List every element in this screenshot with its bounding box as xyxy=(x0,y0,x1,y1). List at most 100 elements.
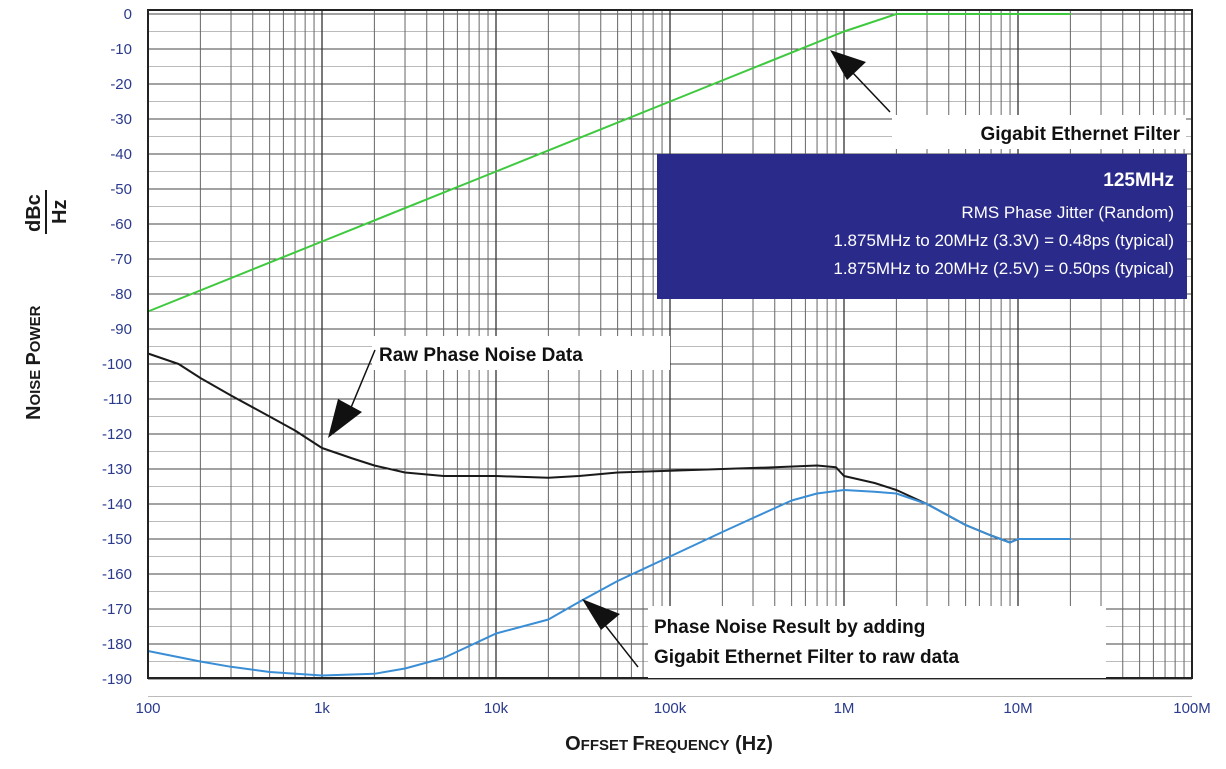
series-result-point xyxy=(495,632,497,635)
annotation-raw-box xyxy=(372,336,670,370)
series-result-point xyxy=(926,503,928,505)
series-result-point xyxy=(752,517,754,519)
series-result-point xyxy=(790,499,793,502)
y-tick-label: -160 xyxy=(102,566,132,583)
series-result-point xyxy=(547,618,550,621)
series-filter-point xyxy=(495,170,497,173)
series-result-point xyxy=(373,673,376,675)
y-tick-label: -90 xyxy=(110,321,132,338)
series-filter-point xyxy=(1069,13,1072,15)
x-tick-label: 100M xyxy=(1173,700,1211,717)
x-tick-label: 1M xyxy=(834,700,855,717)
y-axis-title: NOISE POWER xyxy=(23,305,45,420)
x-tick-label: 10M xyxy=(1003,700,1032,717)
annotation-filter-label: Gigabit Ethernet Filter xyxy=(980,124,1180,145)
x-axis-title: OFFSET FREQUENCY (Hz) xyxy=(565,733,773,755)
series-raw-point xyxy=(404,471,406,474)
y-tick-label: -60 xyxy=(110,216,132,233)
info-box-line3: 1.875MHz to 20MHz (2.5V) = 0.50ps (typic… xyxy=(833,259,1174,278)
series-result-point xyxy=(1009,541,1011,544)
series-result-point xyxy=(721,531,724,533)
y-tick-label: -80 xyxy=(110,286,132,303)
series-result-point xyxy=(230,666,232,668)
series-result-point xyxy=(616,580,619,582)
series-raw-point xyxy=(495,475,497,477)
series-result-point xyxy=(1017,538,1019,540)
annotation-raw: Raw Phase Noise Data xyxy=(328,336,670,438)
y-tick-label: -30 xyxy=(110,111,132,128)
series-raw-point xyxy=(373,464,376,467)
data-series xyxy=(147,13,1072,677)
y-tick-label: -100 xyxy=(102,356,132,373)
annotation-raw-label: Raw Phase Noise Data xyxy=(379,345,583,366)
series-result-point xyxy=(268,671,271,673)
series-result-point xyxy=(442,657,445,659)
annotation-filter: Gigabit Ethernet Filter xyxy=(830,50,1186,149)
annotation-result-box xyxy=(648,606,1106,678)
y-tick-label: -130 xyxy=(102,461,132,478)
series-result-point xyxy=(816,492,818,495)
x-tick-label: 1k xyxy=(314,700,330,717)
annotation-filter-arrowhead xyxy=(830,50,866,80)
series-raw-point xyxy=(774,466,776,469)
series-result-point xyxy=(895,492,898,495)
series-result-point xyxy=(669,555,671,558)
series-result-point xyxy=(578,601,580,603)
series-raw-point xyxy=(578,475,580,477)
y-unit-denominator: Hz xyxy=(49,200,71,224)
y-tick-label: -40 xyxy=(110,146,132,163)
series-result-point xyxy=(964,524,967,526)
y-axis-unit: dBc Hz xyxy=(23,190,71,234)
series-filter-point xyxy=(669,100,671,103)
series-result-point xyxy=(404,667,406,670)
info-box-background xyxy=(657,154,1187,299)
y-unit-numerator: dBc xyxy=(23,194,45,232)
series-result-point xyxy=(990,534,992,537)
annotation-filter-box xyxy=(892,115,1186,149)
annotation-result-label-line1: Phase Noise Result by adding xyxy=(654,617,925,638)
info-box-line2: 1.875MHz to 20MHz (3.3V) = 0.48ps (typic… xyxy=(833,231,1174,250)
annotation-result-label-line2: Gigabit Ethernet Filter to raw data xyxy=(654,647,960,668)
series-raw-point xyxy=(199,377,202,379)
y-tick-label: -190 xyxy=(102,671,132,688)
series-result-point xyxy=(321,674,323,677)
y-tick-label: -70 xyxy=(110,251,132,268)
info-box-title: 125MHz xyxy=(1103,170,1174,191)
series-raw-point xyxy=(442,475,445,477)
series-filter-point xyxy=(843,30,845,33)
svg-text:NOISE POWER: NOISE POWER xyxy=(23,305,45,420)
series-raw-point xyxy=(873,482,876,484)
series-result-point xyxy=(199,660,202,663)
y-tick-label: -50 xyxy=(110,181,132,198)
series-raw-point xyxy=(351,457,354,460)
annotation-raw-arrowhead xyxy=(328,399,362,438)
series-result-point xyxy=(1069,538,1072,540)
series-result-line xyxy=(147,489,1071,677)
series-raw-point xyxy=(835,466,837,469)
annotation-result: Phase Noise Result by adding Gigabit Eth… xyxy=(582,599,1106,678)
series-raw-point xyxy=(895,489,898,491)
series-result-point xyxy=(843,489,845,491)
series-filter-point xyxy=(321,240,323,243)
y-tick-label: -110 xyxy=(103,391,132,408)
series-raw-point xyxy=(230,394,232,397)
series-raw-point xyxy=(721,468,724,470)
series-result-point xyxy=(873,491,876,493)
info-box: 125MHz RMS Phase Jitter (Random) 1.875MH… xyxy=(657,154,1187,299)
x-tick-label: 10k xyxy=(484,700,509,717)
series-raw-point xyxy=(268,415,271,418)
y-tick-label: -120 xyxy=(102,426,132,443)
y-tick-label: -180 xyxy=(102,636,132,653)
series-raw-point xyxy=(669,470,671,472)
x-tick-label: 100k xyxy=(654,700,687,717)
info-box-line1: RMS Phase Jitter (Random) xyxy=(961,203,1174,222)
series-raw-point xyxy=(177,363,180,365)
series-raw-point xyxy=(547,477,550,479)
y-tick-labels: 0 -10 -20 -30 -40 -50 -60 -70 -80 -90 -100 -110 -120… xyxy=(102,6,132,688)
y-tick-label: -170 xyxy=(102,601,132,618)
x-tick-label: 100 xyxy=(135,700,160,717)
x-tick-labels: 100 1k 10k 100k 1M 10M 100M xyxy=(135,700,1210,717)
annotation-result-arrowhead xyxy=(582,599,620,630)
series-raw-point xyxy=(616,471,619,474)
